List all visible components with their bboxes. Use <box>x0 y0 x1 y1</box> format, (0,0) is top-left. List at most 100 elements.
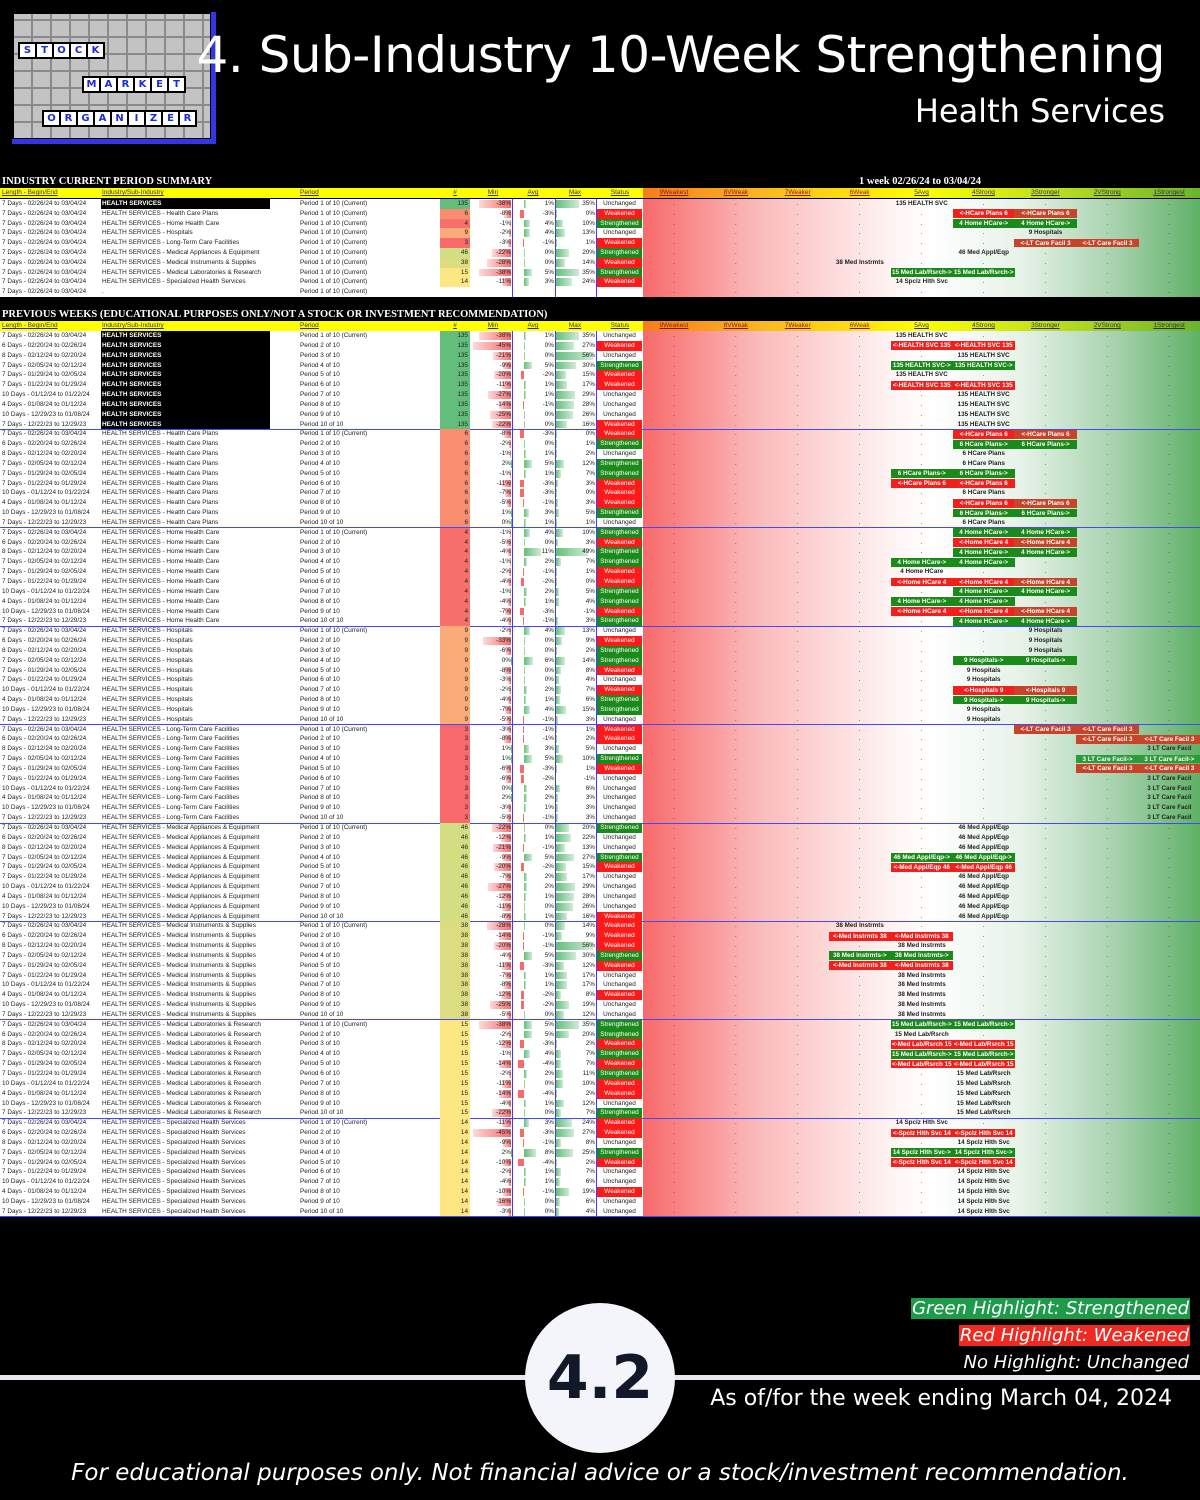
rating-cell-empty: . <box>858 400 861 408</box>
rating-cell-empty: . <box>673 617 675 625</box>
row-min: -5% <box>499 814 511 822</box>
row-length: 10 Days - 12/29/23 to 01/08/24 <box>2 902 90 910</box>
rating-cell-empty: . <box>982 922 985 930</box>
avg-bar <box>519 1040 524 1049</box>
rating-cell-empty: . <box>982 951 985 959</box>
row-count: 9 <box>440 675 470 686</box>
table-row: 10 Days - 12/29/23 to 01/08/24 HEALTH SER… <box>0 409 1200 420</box>
rating-cell-empty: . <box>673 656 675 664</box>
row-industry: HEALTH SERVICES - Long-Term Care Facilit… <box>102 725 240 733</box>
row-min: -3% <box>499 725 511 733</box>
rating-cell-empty: . <box>796 735 799 743</box>
rating-cell-empty: . <box>1106 1178 1109 1186</box>
rating-cell-empty: . <box>734 853 737 861</box>
rating-cell-label: <-LT Care Facil 3 <box>1014 238 1077 248</box>
row-period: Period 6 of 10 <box>300 971 340 979</box>
row-length: 7 Days - 01/22/24 to 01/29/24 <box>2 479 87 487</box>
rating-cell-label: 6 HCare Plans <box>962 489 1005 497</box>
rating-cell-empty: . <box>920 538 923 546</box>
rating-cell-empty: . <box>920 646 923 654</box>
table-row: 7 Days - 01/22/24 to 01/29/24 HEALTH SERV… <box>0 478 1200 489</box>
max-bar <box>556 1089 558 1098</box>
row-length: 6 Days - 02/20/24 to 02/26/24 <box>2 1030 87 1038</box>
avg-bar <box>524 646 525 655</box>
row-avg: -2% <box>542 1001 554 1009</box>
rating-cell-empty: . <box>858 991 861 999</box>
rating-cell-empty: . <box>673 1010 675 1018</box>
row-status: Weakened <box>597 685 642 696</box>
rating-cell-label: 135 HEALTH SVC <box>957 410 1010 418</box>
row-status: Unchanged <box>603 774 636 782</box>
rating-cell-empty: . <box>982 764 985 772</box>
row-min: -4% <box>499 1099 511 1107</box>
rating-cell-empty: . <box>796 1060 799 1068</box>
rating-cell-empty: . <box>796 440 799 448</box>
rating-cell-empty: . <box>734 288 737 296</box>
rating-cell-empty: . <box>796 597 799 605</box>
row-period: Period 1 of 10 (Current) <box>300 824 368 831</box>
row-avg: 1% <box>544 450 554 458</box>
row-min: 0% <box>501 518 511 526</box>
rating-cell-empty: . <box>796 656 799 664</box>
rating-cell-empty: . <box>1044 410 1047 418</box>
table-row: 7 Days - 01/22/24 to 01/29/24 HEALTH SERV… <box>0 675 1200 686</box>
row-period: Period 5 of 10 <box>300 764 340 772</box>
rating-cell-empty: . <box>1168 1197 1170 1205</box>
row-industry: HEALTH SERVICES - Medical Instruments & … <box>102 991 256 999</box>
row-length: 7 Days - 02/26/24 to 03/04/24 <box>2 229 87 237</box>
row-industry: HEALTH SERVICES - Hospitals <box>102 656 193 664</box>
rating-cell-empty: . <box>673 371 675 379</box>
rating-cell-empty: . <box>1168 725 1170 733</box>
rating-cell-empty: . <box>673 715 675 723</box>
rating-cell-empty: . <box>1044 1158 1047 1166</box>
row-period: Period 4 of 10 <box>300 361 340 369</box>
row-avg: 4% <box>544 705 554 713</box>
row-length: 7 Days - 01/29/24 to 02/05/24 <box>2 961 87 969</box>
max-bar <box>556 853 574 862</box>
row-max: 7% <box>585 1060 595 1068</box>
row-industry: HEALTH SERVICES - Home Health Care <box>102 587 220 595</box>
table-row: 4 Days - 01/08/24 to 01/12/24 HEALTH SERV… <box>0 399 1200 410</box>
table-row: 8 Days - 02/12/24 to 02/20/24 HEALTH SERV… <box>0 350 1200 361</box>
row-status: Strengthened <box>597 823 642 833</box>
rating-cell-empty: . <box>858 351 861 359</box>
row-count: 3 <box>440 724 470 735</box>
table-row: 7 Days - 01/22/24 to 01/29/24 HEALTH SERV… <box>0 380 1200 391</box>
row-period: Period 1 of 10 (Current) <box>300 627 368 635</box>
rating-cell-empty: . <box>858 1050 861 1058</box>
table-row: 7 Days - 12/22/23 to 12/29/23 HEALTH SERV… <box>0 1009 1200 1020</box>
rating-cell-empty: . <box>1106 381 1109 389</box>
rating-cell-label: 4 Home HCare-> <box>952 547 1015 557</box>
row-period: Period 10 of 10 <box>300 1109 344 1117</box>
row-length: 4 Days - 01/08/24 to 01/12/24 <box>2 499 87 507</box>
row-avg: -4% <box>542 1158 554 1166</box>
row-min: -6% <box>499 646 511 654</box>
min-bar <box>505 607 511 616</box>
row-period: Period 1 of 10 (Current) <box>300 528 368 536</box>
rating-cell-empty: . <box>796 794 799 802</box>
rating-cell-empty: . <box>673 499 675 507</box>
row-period: Period 6 of 10 <box>300 1070 340 1077</box>
row-max: 10% <box>582 1079 595 1087</box>
row-industry: HEALTH SERVICES - Medical Laboratories &… <box>102 1089 261 1097</box>
disclaimer: For educational purposes only. Not finan… <box>71 1460 1129 1486</box>
rating-cell-empty: . <box>734 735 737 743</box>
rating-cell-empty: . <box>796 518 799 526</box>
rating-cell-empty: . <box>673 735 675 743</box>
min-bar <box>505 646 511 655</box>
rating-cell-empty: . <box>858 450 861 458</box>
rating-cell-empty: . <box>1168 951 1170 959</box>
row-avg: 5% <box>544 361 554 369</box>
rating-cell-empty: . <box>796 883 799 891</box>
avg-bar <box>524 361 532 370</box>
rating-cell-empty: . <box>673 430 675 438</box>
max-bar <box>556 459 564 468</box>
rating-cell-empty: . <box>673 278 675 286</box>
row-count: 38 <box>440 980 470 991</box>
rating-cell-label: 46 Med Appl/Eqp <box>958 824 1009 831</box>
rating-cell-empty: . <box>734 1178 737 1186</box>
max-bar <box>556 804 558 813</box>
rating-cell-empty: . <box>673 1089 675 1097</box>
table-row: 10 Days - 01/12/24 to 01/22/24 HEALTH SER… <box>0 1177 1200 1188</box>
avg-bar <box>524 1148 536 1157</box>
